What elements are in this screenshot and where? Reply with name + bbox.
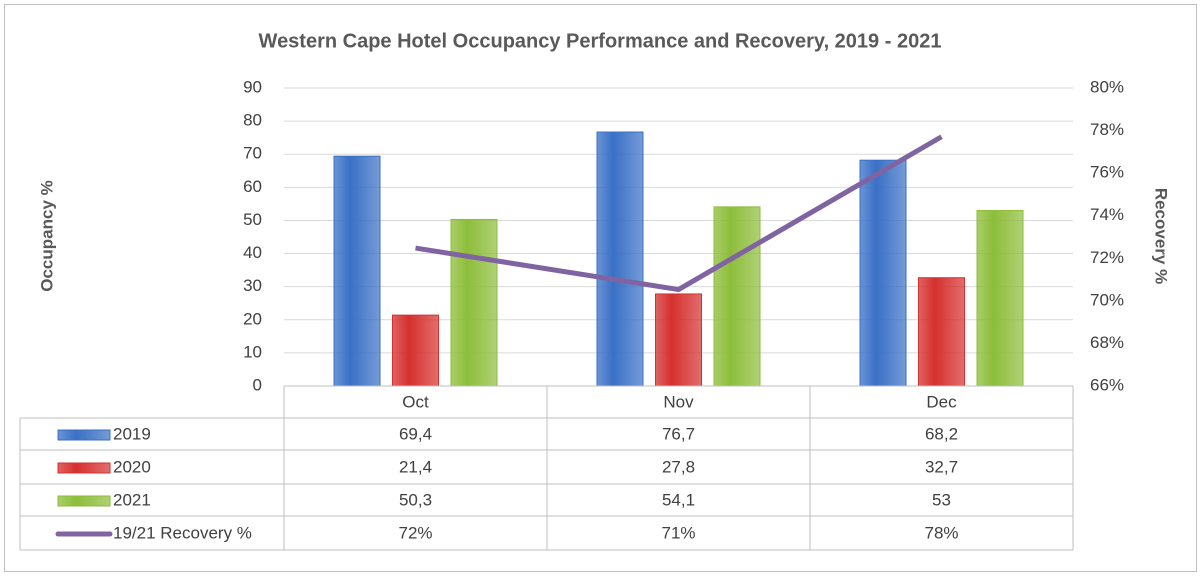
- y2-tick-label: 80%: [1090, 77, 1124, 96]
- data-label: 27,8: [662, 457, 695, 476]
- legend-key: [57, 462, 111, 474]
- legend-label: 2021: [113, 490, 151, 509]
- y2-tick-label: 70%: [1090, 290, 1124, 309]
- bar: [392, 314, 439, 387]
- data-label: 21,4: [399, 457, 432, 476]
- y-tick-label: 40: [243, 243, 262, 262]
- y-tick-label: 10: [243, 342, 262, 361]
- y-tick-label: 80: [243, 111, 262, 130]
- y-tick-label: 20: [243, 309, 262, 328]
- x-tick-label: Oct: [402, 392, 429, 411]
- data-label: 76,7: [662, 424, 695, 443]
- legend-key: [57, 495, 111, 507]
- bar: [450, 218, 498, 387]
- y2-tick-label: 68%: [1090, 333, 1124, 352]
- line-series: [415, 134, 943, 293]
- y-tick-label: 70: [243, 144, 262, 163]
- bar: [976, 210, 1024, 387]
- y-tick-label: 90: [243, 77, 262, 96]
- bar: [333, 155, 381, 387]
- data-label: 69,4: [399, 424, 432, 443]
- y2-tick-label: 66%: [1090, 375, 1124, 394]
- y2-tick-label: 72%: [1090, 248, 1124, 267]
- data-label: 53: [932, 490, 951, 509]
- data-label: 68,2: [925, 424, 958, 443]
- bar: [713, 206, 761, 387]
- legend-label: 2020: [113, 457, 151, 476]
- bar: [655, 293, 702, 387]
- data-label: 71%: [661, 523, 695, 542]
- data-label: 72%: [398, 523, 432, 542]
- data-label: 32,7: [925, 457, 958, 476]
- x-tick-label: Nov: [663, 392, 694, 411]
- legend-label: 2019: [113, 424, 151, 443]
- y2-tick-label: 74%: [1090, 205, 1124, 224]
- legend-key: [57, 429, 111, 441]
- y-tick-label: 60: [243, 177, 262, 196]
- chart-title: Western Cape Hotel Occupancy Performance…: [259, 30, 942, 52]
- y-tick-label: 50: [243, 210, 262, 229]
- bar: [596, 131, 644, 387]
- y-tick-label: 0: [253, 375, 262, 394]
- data-label: 54,1: [662, 490, 695, 509]
- data-label: 50,3: [399, 490, 432, 509]
- bar: [859, 159, 907, 387]
- data-label: 78%: [924, 523, 958, 542]
- y2-axis-label: Recovery %: [1152, 188, 1171, 284]
- legend-label: 19/21 Recovery %: [113, 523, 252, 542]
- x-tick-label: Dec: [926, 392, 957, 411]
- y2-tick-label: 76%: [1090, 163, 1124, 182]
- y-tick-label: 30: [243, 276, 262, 295]
- bar: [918, 277, 965, 387]
- y-axis-label: Occupancy %: [37, 180, 56, 292]
- y2-tick-label: 78%: [1090, 120, 1124, 139]
